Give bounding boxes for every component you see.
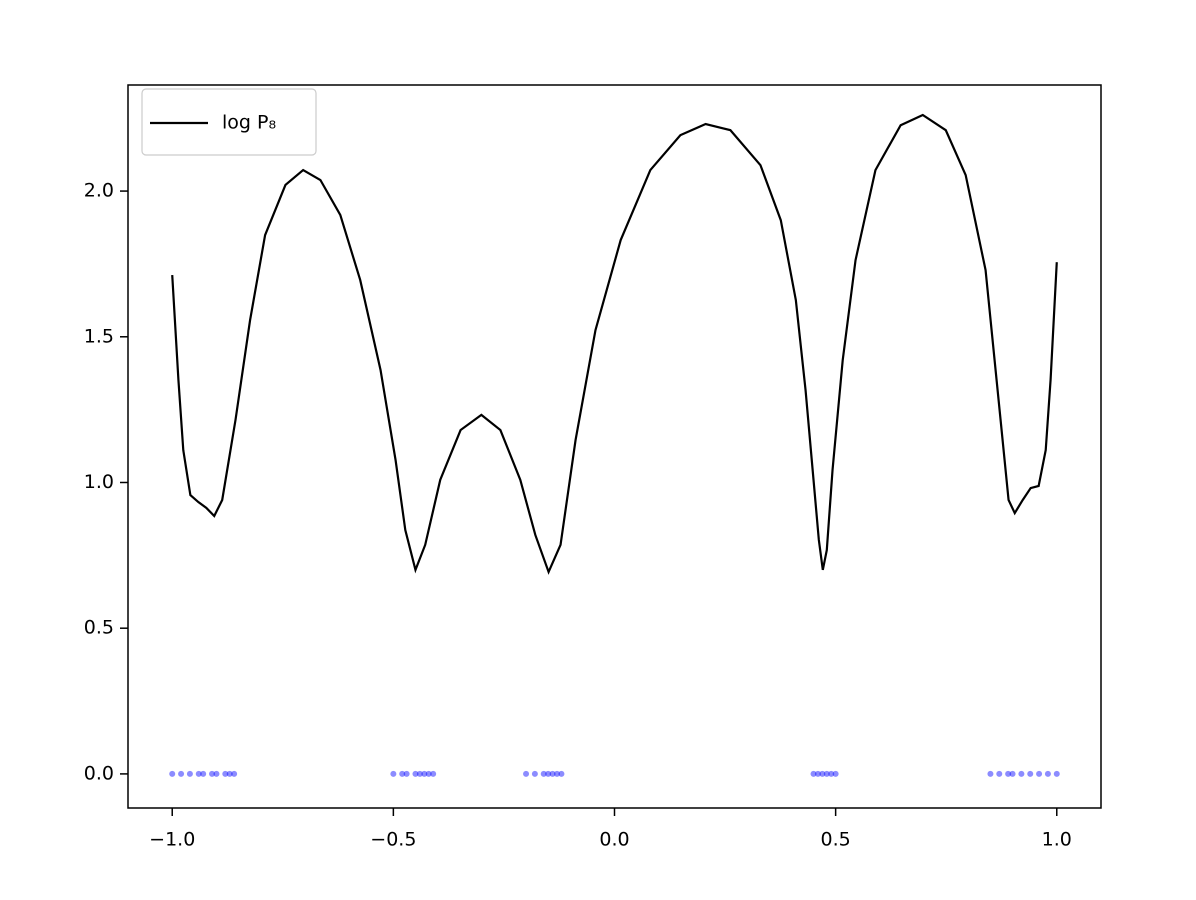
data-point [828, 770, 835, 777]
data-point [231, 770, 238, 777]
data-point [1053, 770, 1060, 777]
data-point [1005, 770, 1012, 777]
data-point [213, 770, 220, 777]
data-point [412, 770, 419, 777]
data-point [425, 770, 432, 777]
data-point [523, 770, 530, 777]
data-point [832, 770, 839, 777]
y-tick-label: 0.5 [84, 617, 114, 639]
data-point [169, 770, 176, 777]
data-point [421, 770, 428, 777]
data-point [819, 770, 826, 777]
data-point [823, 770, 830, 777]
x-tick-label: 0.0 [599, 829, 629, 851]
data-point [200, 770, 207, 777]
x-tick-label: −0.5 [370, 829, 416, 851]
x-tick-label: −1.0 [149, 829, 195, 851]
data-point [531, 770, 538, 777]
y-tick-label: 1.5 [84, 325, 114, 347]
data-point [545, 770, 552, 777]
data-point [1027, 770, 1034, 777]
data-point [222, 770, 229, 777]
legend-box [141, 88, 317, 156]
data-point [540, 770, 547, 777]
data-point [186, 770, 193, 777]
y-tick-label: 2.0 [84, 180, 114, 202]
data-point [209, 770, 216, 777]
data-point [554, 770, 561, 777]
plot-frame [127, 84, 1102, 809]
data-point [987, 770, 994, 777]
x-tick-label: 0.5 [821, 829, 851, 851]
data-point [226, 770, 233, 777]
y-tick-label: 1.0 [84, 471, 114, 493]
data-point [416, 770, 423, 777]
data-point [1009, 770, 1016, 777]
data-point [195, 770, 202, 777]
data-point [178, 770, 185, 777]
data-point [1036, 770, 1043, 777]
data-point [430, 770, 437, 777]
legend-label: log P₈ [222, 112, 276, 134]
data-line [171, 113, 1058, 575]
y-tick-label: 0.0 [84, 762, 114, 784]
data-point [810, 770, 817, 777]
data-point [1018, 770, 1025, 777]
data-point [399, 770, 406, 777]
x-tick-label: 1.0 [1042, 829, 1072, 851]
data-point [558, 770, 565, 777]
data-point [403, 770, 410, 777]
data-point [996, 770, 1003, 777]
data-point [1044, 770, 1051, 777]
data-point [390, 770, 397, 777]
data-point [814, 770, 821, 777]
data-point [549, 770, 556, 777]
